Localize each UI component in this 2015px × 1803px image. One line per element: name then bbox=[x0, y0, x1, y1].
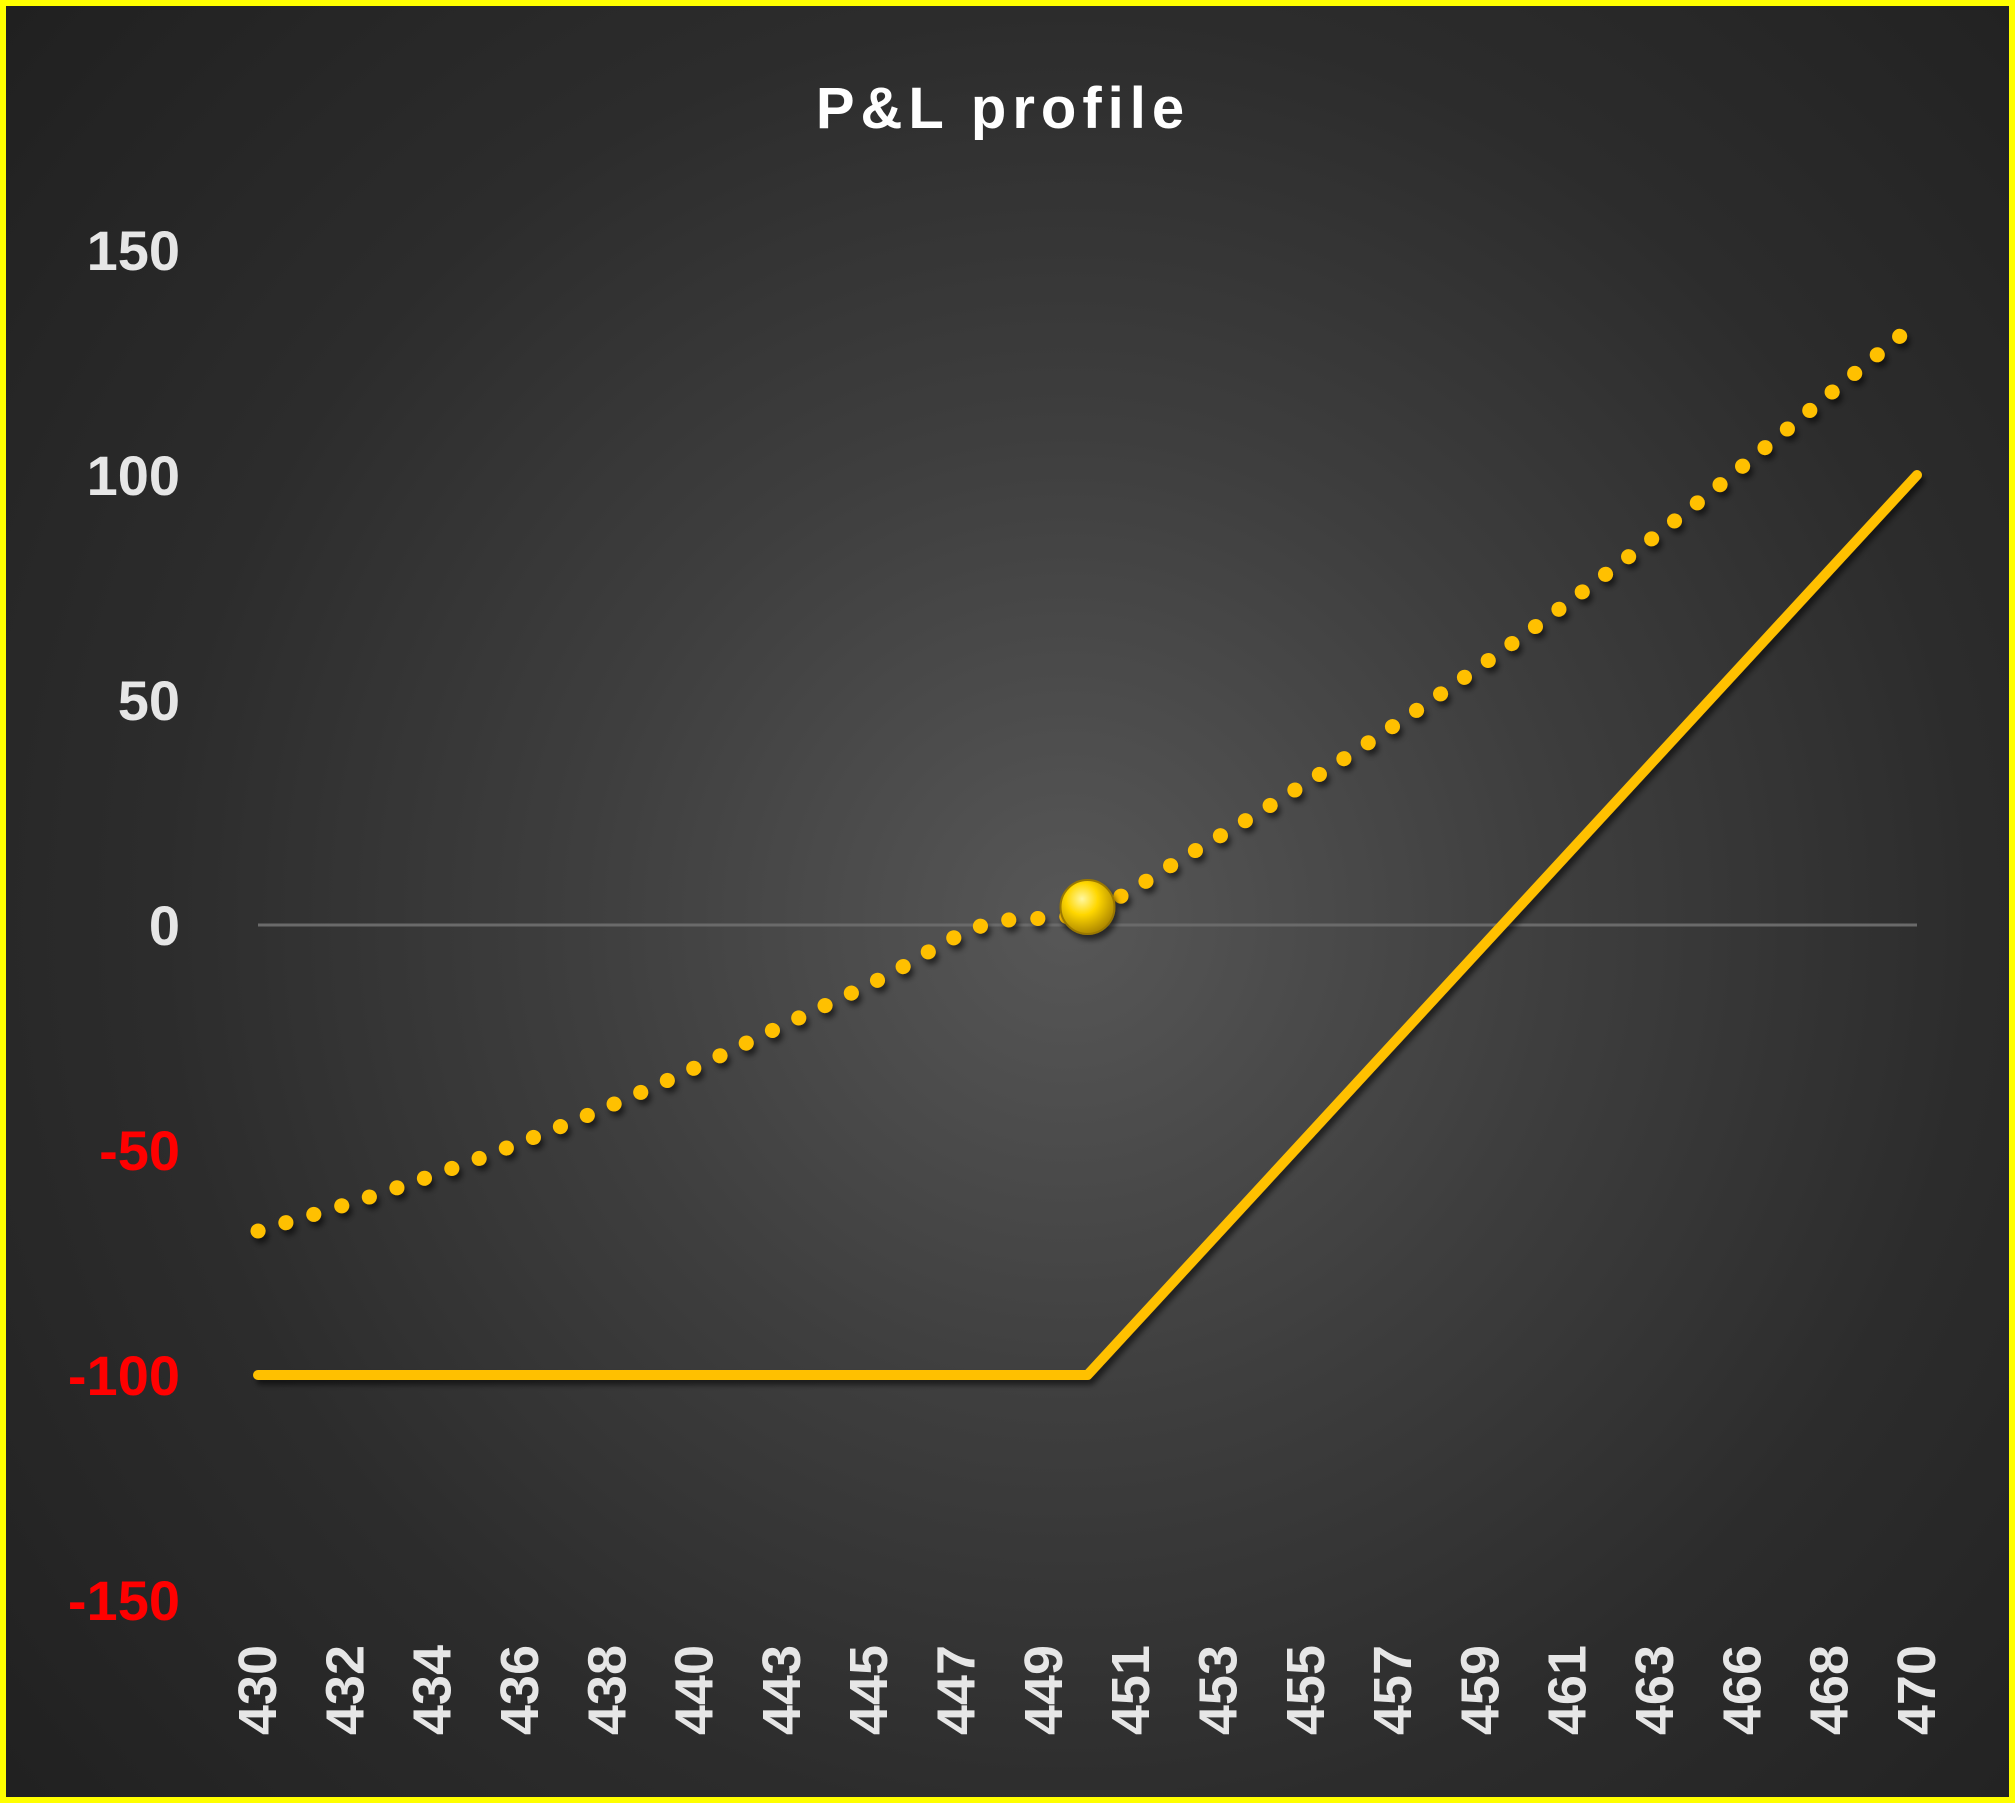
x-tick-label: 453 bbox=[1188, 1645, 1248, 1735]
x-axis: 430 432 434 436 438 440 443 445 447 449 451 453 455 4… bbox=[228, 1645, 1947, 1735]
x-tick-label: 443 bbox=[752, 1645, 812, 1735]
y-tick-label: -50 bbox=[99, 1119, 180, 1182]
x-tick-label: 455 bbox=[1276, 1645, 1336, 1735]
x-tick-label: 459 bbox=[1450, 1645, 1510, 1735]
x-tick-label: 470 bbox=[1887, 1645, 1947, 1735]
series-line-solid bbox=[253, 470, 1922, 1380]
y-tick-label: 150 bbox=[87, 219, 180, 282]
x-tick-label: 461 bbox=[1538, 1645, 1598, 1735]
x-tick-label: 430 bbox=[228, 1645, 288, 1735]
x-tick-label: 466 bbox=[1712, 1645, 1772, 1735]
x-tick-label: 449 bbox=[1014, 1645, 1074, 1735]
y-tick-label: -150 bbox=[68, 1569, 180, 1632]
x-tick-label: 457 bbox=[1363, 1645, 1423, 1735]
y-tick-label: -100 bbox=[68, 1344, 180, 1407]
x-tick-label: 432 bbox=[315, 1645, 375, 1735]
series-layer bbox=[250, 314, 1925, 1380]
y-tick-label: 50 bbox=[118, 669, 180, 732]
x-tick-label: 468 bbox=[1800, 1645, 1860, 1735]
y-tick-label: 100 bbox=[87, 444, 180, 507]
y-axis: 150 100 50 0 -50 -100 -150 bbox=[68, 219, 180, 1632]
x-tick-label: 438 bbox=[577, 1645, 637, 1735]
chart-title: P&L profile bbox=[816, 76, 1190, 141]
x-tick-label: 451 bbox=[1101, 1645, 1161, 1735]
x-tick-label: 447 bbox=[927, 1645, 987, 1735]
series-line-dotted bbox=[250, 314, 1925, 1239]
x-tick-label: 445 bbox=[839, 1645, 899, 1735]
x-tick-label: 440 bbox=[665, 1645, 725, 1735]
current-price-marker bbox=[1059, 879, 1116, 935]
x-tick-label: 463 bbox=[1625, 1645, 1685, 1735]
y-tick-label: 0 bbox=[149, 894, 180, 957]
x-tick-label: 434 bbox=[403, 1645, 463, 1735]
x-tick-label: 436 bbox=[490, 1645, 550, 1735]
